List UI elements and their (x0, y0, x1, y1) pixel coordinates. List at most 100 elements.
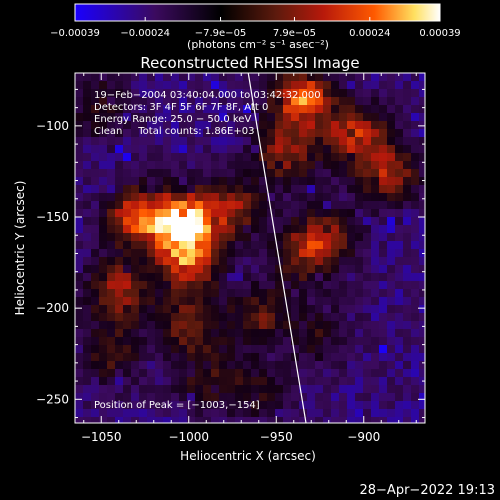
heatmap-cell (235, 321, 244, 330)
heatmap-cell (147, 145, 156, 154)
heatmap-cell (387, 345, 396, 354)
heatmap-cell (331, 161, 340, 170)
heatmap-cell (187, 337, 196, 346)
heatmap-cell (91, 185, 100, 194)
heatmap-cell (243, 241, 252, 250)
heatmap-cell (395, 89, 404, 98)
heatmap-cell (419, 281, 425, 290)
heatmap-cell (195, 329, 204, 338)
heatmap-cell (171, 217, 180, 226)
heatmap-cell (347, 145, 356, 154)
heatmap-cell (275, 313, 284, 322)
heatmap-cell (131, 321, 140, 330)
heatmap-cell (83, 121, 92, 130)
heatmap-cell (275, 137, 284, 146)
heatmap-cell (171, 361, 180, 370)
heatmap-cell (283, 185, 292, 194)
heatmap-cell (323, 145, 332, 154)
heatmap-cell (419, 209, 425, 218)
heatmap-cell (371, 161, 380, 170)
heatmap-cell (131, 305, 140, 314)
heatmap-cell (99, 193, 108, 202)
heatmap-cell (187, 241, 196, 250)
heatmap-cell (403, 97, 412, 106)
heatmap-cell (83, 193, 92, 202)
heatmap-cell (203, 193, 212, 202)
heatmap-cell (155, 89, 164, 98)
heatmap-cell (331, 129, 340, 138)
heatmap-cell (99, 137, 108, 146)
heatmap-cell (83, 273, 92, 282)
heatmap-cell (203, 201, 212, 210)
heatmap-cell (123, 137, 132, 146)
heatmap-cell (371, 169, 380, 178)
heatmap-cell (411, 329, 420, 338)
heatmap-cell (179, 129, 188, 138)
heatmap-cell (115, 313, 124, 322)
heatmap-cell (275, 113, 284, 122)
heatmap-cell (115, 265, 124, 274)
heatmap-cell (203, 249, 212, 258)
heatmap-cell (131, 161, 140, 170)
heatmap-cell (307, 225, 316, 234)
heatmap-cell (147, 385, 156, 394)
heatmap-cell (363, 289, 372, 298)
heatmap-cell (387, 161, 396, 170)
heatmap-cell (323, 401, 332, 410)
heatmap-cell (83, 177, 92, 186)
heatmap-cell (147, 113, 156, 122)
heatmap-cell (363, 345, 372, 354)
heatmap-cell (179, 105, 188, 114)
heatmap-cell (363, 297, 372, 306)
heatmap-cell (395, 377, 404, 386)
heatmap-cell (283, 105, 292, 114)
heatmap-cell (323, 161, 332, 170)
heatmap-cell (411, 105, 420, 114)
heatmap-cell (371, 145, 380, 154)
heatmap-cell (195, 273, 204, 282)
heatmap-cell (291, 217, 300, 226)
heatmap-cell (187, 233, 196, 242)
heatmap-cell (91, 241, 100, 250)
heatmap-cell (339, 241, 348, 250)
heatmap-cell (203, 129, 212, 138)
heatmap-cell (227, 377, 236, 386)
heatmap-cell (115, 409, 124, 418)
heatmap-cell (275, 273, 284, 282)
heatmap-cell (195, 249, 204, 258)
heatmap-cell (379, 401, 388, 410)
heatmap-cell (267, 369, 276, 378)
heatmap-cell (99, 185, 108, 194)
heatmap-cell (203, 121, 212, 130)
heatmap-cell (331, 281, 340, 290)
heatmap-cell (163, 137, 172, 146)
heatmap-cell (243, 97, 252, 106)
heatmap-cell (267, 337, 276, 346)
heatmap-cell (219, 265, 228, 274)
heatmap-cell (107, 73, 116, 82)
heatmap-cell (323, 369, 332, 378)
heatmap-cell (123, 329, 132, 338)
heatmap-cell (243, 257, 252, 266)
annotation-energy-range: Energy Range: 25.0 − 50.0 keV (94, 114, 251, 125)
x-axis-tick-label: −1050 (81, 430, 122, 444)
heatmap-cell (355, 169, 364, 178)
heatmap-cell (299, 105, 308, 114)
heatmap-cell (339, 145, 348, 154)
heatmap-cell (139, 281, 148, 290)
heatmap-cell (227, 297, 236, 306)
heatmap-cell (139, 113, 148, 122)
heatmap-cell (371, 137, 380, 146)
heatmap-cell (419, 161, 425, 170)
heatmap-cell (259, 201, 268, 210)
heatmap-cell (411, 129, 420, 138)
heatmap-cell (235, 385, 244, 394)
heatmap-cell (251, 169, 260, 178)
heatmap-cell (419, 217, 425, 226)
heatmap-cell (187, 105, 196, 114)
heatmap-cell (107, 273, 116, 282)
heatmap-cell (259, 409, 268, 418)
heatmap-cell (283, 369, 292, 378)
heatmap-cell (291, 137, 300, 146)
heatmap-cell (315, 73, 324, 82)
